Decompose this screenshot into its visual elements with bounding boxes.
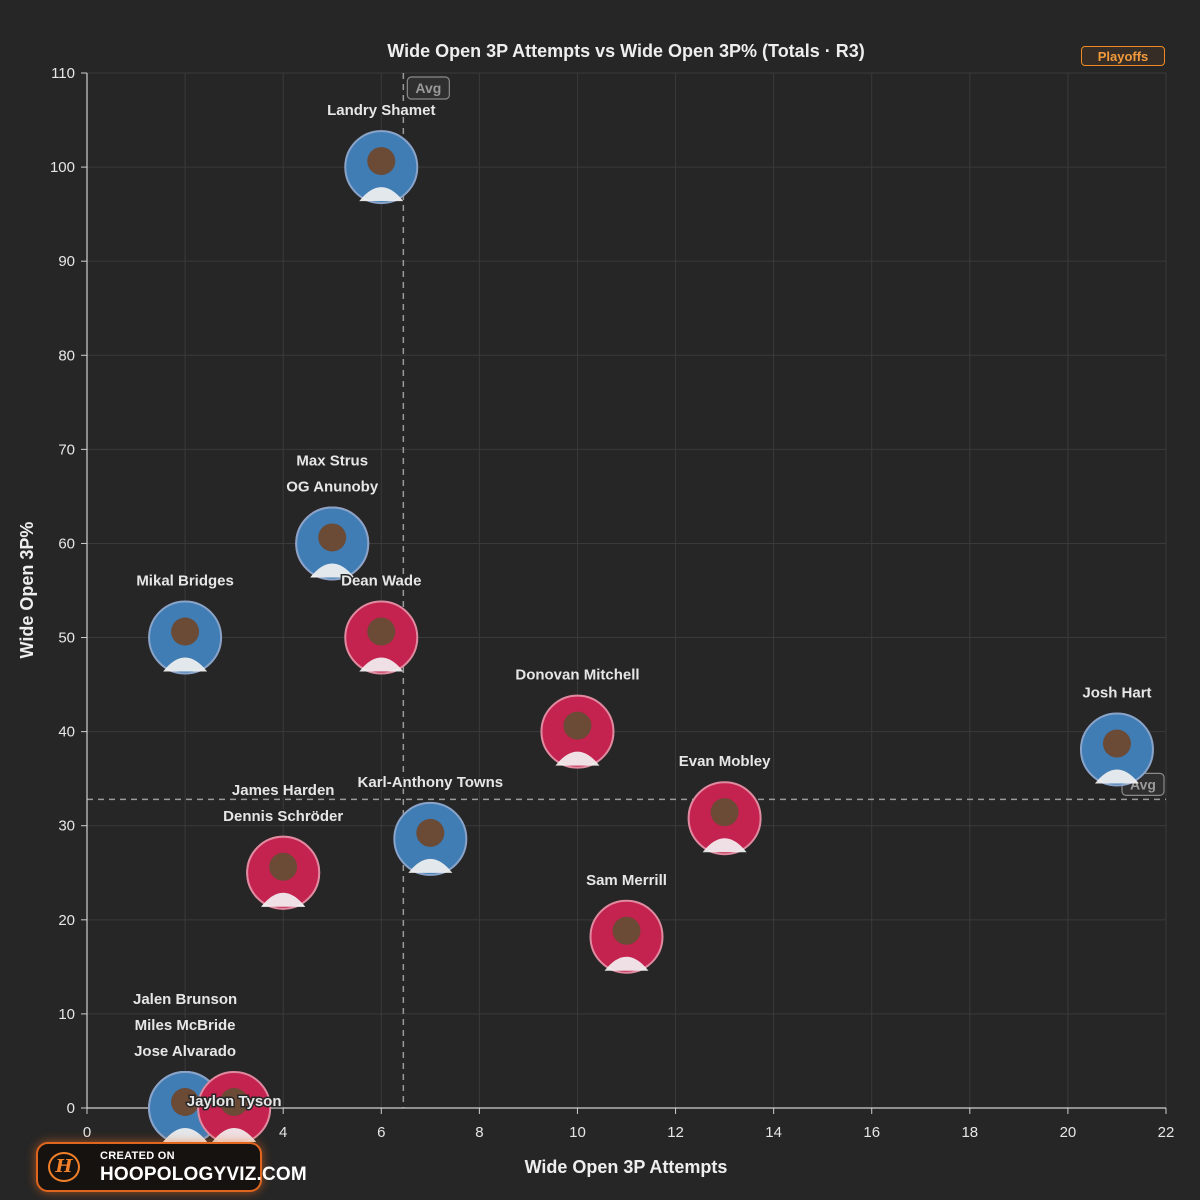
points [148, 130, 1154, 1145]
head-shape [171, 1088, 200, 1116]
player-label: Mikal Bridges [136, 573, 234, 590]
player-point [197, 1071, 272, 1145]
x-tick-label: 20 [1060, 1124, 1077, 1141]
jersey-shape [408, 858, 453, 873]
player-label: Dean Wade [341, 573, 421, 590]
chart-title: Wide Open 3P Attempts vs Wide Open 3P% (… [387, 41, 864, 61]
y-tick-label: 70 [58, 441, 75, 458]
head-shape [220, 1088, 249, 1116]
player-label: James Harden [232, 782, 335, 799]
jersey-shape [310, 563, 355, 578]
player-label: Josh Hart [1082, 685, 1151, 702]
head-shape [563, 711, 592, 740]
x-tick-label: 12 [667, 1124, 684, 1141]
logo-site-name: HOOPOLOGYVIZ.COM [100, 1164, 307, 1185]
y-tick-label: 60 [58, 535, 75, 552]
player-label: Jaylon Tyson [187, 1093, 282, 1110]
head-shape [367, 147, 396, 176]
player-label: Miles McBride [135, 1017, 236, 1034]
jersey-shape [702, 838, 747, 853]
logo-mark-icon: H [48, 1152, 80, 1182]
axes: 0246810121416182022010203040506070809010… [50, 65, 1174, 1141]
player-label: Max Strus [296, 452, 368, 469]
head-shape [710, 798, 739, 827]
jersey-shape [261, 892, 306, 907]
y-tick-label: 80 [58, 347, 75, 364]
jersey-shape [359, 657, 404, 672]
y-tick-label: 50 [58, 630, 75, 647]
x-tick-label: 4 [279, 1124, 287, 1141]
player-point [687, 781, 762, 856]
jersey-shape [555, 751, 600, 766]
player-point [246, 835, 321, 910]
point-labels: Landry Shamet Max Strus OG Anunoby Mikal Br… [131, 101, 1153, 1112]
head-shape [416, 818, 445, 847]
head-shape [1102, 729, 1131, 758]
head-shape [171, 617, 200, 646]
player-label: Dennis Schröder [223, 808, 343, 825]
y-tick-label: 20 [58, 912, 75, 929]
jersey-shape [604, 956, 649, 971]
player-label: OG Anunoby [286, 478, 379, 495]
x-tick-label: 14 [765, 1124, 782, 1141]
playoffs-badge[interactable]: Playoffs [1081, 46, 1165, 66]
player-label: Karl-Anthony Towns [358, 774, 504, 791]
head-shape [367, 617, 396, 646]
head-shape [612, 916, 641, 945]
player-point [540, 694, 615, 769]
player-label: Jalen Brunson [133, 991, 237, 1008]
y-tick-label: 90 [58, 253, 75, 270]
player-label: Landry Shamet [327, 102, 435, 119]
head-shape [269, 852, 298, 881]
jersey-shape [359, 187, 404, 202]
player-label: Sam Merrill [586, 872, 667, 889]
player-label: Jose Alvarado [134, 1043, 236, 1060]
y-tick-label: 0 [67, 1100, 75, 1117]
player-point [344, 600, 419, 675]
x-tick-label: 8 [475, 1124, 483, 1141]
logo-created-on: CREATED ON [100, 1150, 175, 1162]
y-tick-label: 30 [58, 818, 75, 835]
y-tick-label: 100 [50, 159, 75, 176]
player-point [295, 506, 370, 581]
jersey-shape [163, 1128, 208, 1142]
y-tick-label: 110 [51, 65, 75, 82]
avg-x-label-box [406, 76, 450, 100]
player-point [1079, 712, 1154, 787]
jersey-shape [163, 657, 208, 672]
player-label: Donovan Mitchell [515, 667, 639, 684]
x-tick-label: 10 [569, 1124, 586, 1141]
y-tick-label: 40 [58, 724, 75, 741]
player-point [344, 130, 419, 205]
y-tick-label: 10 [58, 1006, 75, 1023]
hoopologyviz-logo[interactable]: H CREATED ON HOOPOLOGYVIZ.COM [36, 1142, 307, 1192]
avg-x-label: Avg [415, 80, 441, 96]
x-tick-label: 16 [863, 1124, 880, 1141]
jersey-shape [212, 1128, 257, 1142]
x-tick-label: 0 [83, 1124, 91, 1141]
head-shape [318, 523, 347, 552]
player-point [589, 899, 664, 974]
y-axis-label: Wide Open 3P% [17, 522, 37, 659]
x-axis-label: Wide Open 3P Attempts [525, 1157, 728, 1177]
x-tick-label: 6 [377, 1124, 385, 1141]
player-point [148, 600, 223, 675]
jersey-shape [1094, 769, 1139, 784]
player-label: Evan Mobley [679, 753, 771, 770]
x-tick-label: 18 [961, 1124, 978, 1141]
player-point [393, 801, 468, 876]
x-tick-label: 22 [1158, 1124, 1175, 1141]
